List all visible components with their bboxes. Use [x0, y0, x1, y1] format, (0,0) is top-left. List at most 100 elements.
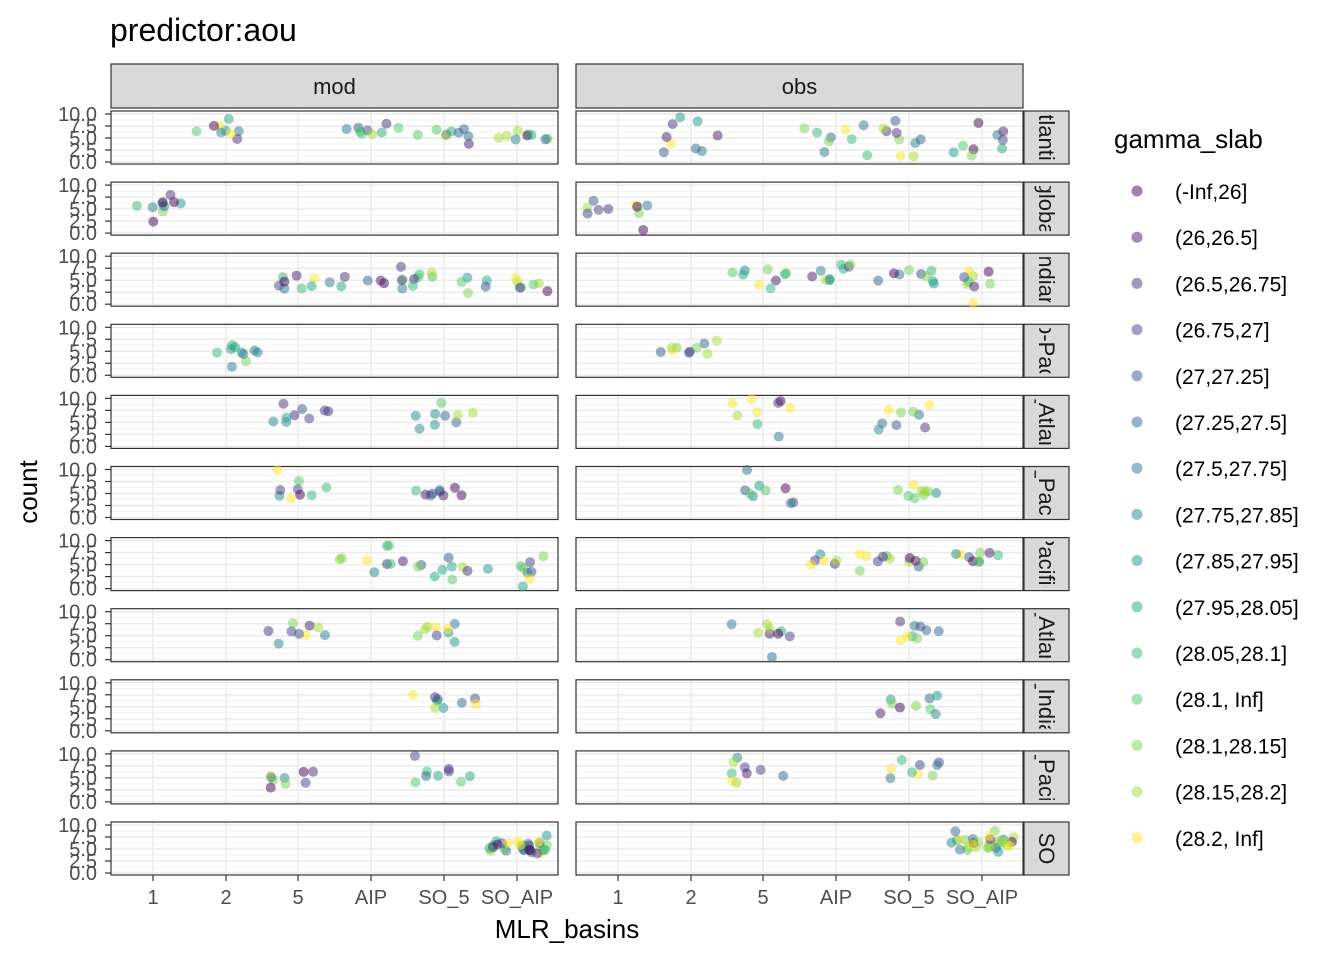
- data-point: [510, 134, 521, 145]
- data-point: [728, 757, 739, 768]
- data-point: [894, 702, 905, 713]
- x-axis: 1 2 5 AIP SO_5 SO_AIP 1 2 5 AIP SO_5 SO_AIP: [147, 875, 1018, 909]
- data-point: [895, 616, 906, 627]
- data-point: [437, 564, 448, 575]
- x-tick-label: SO_AIP: [481, 887, 553, 909]
- data-point: [727, 398, 738, 409]
- data-point: [304, 620, 315, 631]
- data-point: [147, 202, 158, 213]
- y-tick-label: 10.0: [58, 531, 97, 553]
- x-axis-label: MLR_basins: [495, 914, 640, 944]
- panel-border: [575, 110, 1024, 165]
- y-tick-label: 10.0: [58, 460, 97, 482]
- data-point: [438, 490, 449, 501]
- data-point: [482, 563, 493, 574]
- data-point: [515, 839, 526, 850]
- data-point: [212, 347, 223, 358]
- data-point: [286, 626, 297, 637]
- data-point: [655, 346, 666, 357]
- data-point: [766, 651, 777, 662]
- data-point: [493, 132, 504, 143]
- data-point: [974, 556, 985, 567]
- data-point: [449, 482, 460, 493]
- data-point: [902, 631, 913, 642]
- data-point: [503, 837, 514, 848]
- data-point: [959, 272, 970, 283]
- y-tick-label: 7.5: [69, 329, 97, 351]
- data-point: [993, 846, 1004, 857]
- column-strip-label: obs: [782, 74, 817, 99]
- data-point: [770, 275, 781, 286]
- data-point: [666, 342, 677, 353]
- data-point: [306, 490, 317, 501]
- data-point: [873, 424, 884, 435]
- y-tick-label: 0.0: [69, 152, 97, 174]
- data-point: [711, 335, 722, 346]
- data-point: [410, 777, 421, 788]
- legend-label: (28.1,28.15]: [1175, 735, 1287, 758]
- row-strip: [1023, 110, 1070, 165]
- data-point: [369, 567, 380, 578]
- data-point: [780, 483, 791, 494]
- data-point: [742, 464, 753, 475]
- data-point: [225, 128, 236, 139]
- data-point: [297, 404, 308, 415]
- data-point: [295, 489, 306, 500]
- row-strip: [1023, 323, 1070, 378]
- column-strip-label: mod: [313, 74, 356, 99]
- data-point: [440, 410, 451, 421]
- data-point: [542, 286, 553, 297]
- data-point: [528, 279, 539, 290]
- data-point: [263, 626, 274, 637]
- y-tick-label: 2.5: [69, 638, 97, 660]
- y-tick-label: 0.0: [69, 508, 97, 530]
- data-point: [969, 281, 980, 292]
- data-point: [773, 431, 784, 442]
- legend-key: [1131, 647, 1143, 659]
- y-tick-label: 2.5: [69, 424, 97, 446]
- legend-label: (-Inf,26]: [1175, 181, 1247, 204]
- data-point: [456, 490, 467, 501]
- legend-key: [1131, 832, 1143, 844]
- data-point: [298, 766, 309, 777]
- data-point: [846, 134, 857, 145]
- data-point: [778, 770, 789, 781]
- data-point: [712, 130, 723, 141]
- data-point: [216, 127, 227, 138]
- legend-key: [1131, 555, 1143, 567]
- data-point: [265, 782, 276, 793]
- data-point: [968, 297, 979, 308]
- data-point: [408, 689, 419, 700]
- data-point: [984, 547, 995, 558]
- column-strip: [110, 63, 559, 109]
- y-tick-label: 2.5: [69, 567, 97, 589]
- row-strip-label: Pacific: [1034, 532, 1059, 597]
- y-tick-label: 10.0: [58, 175, 97, 197]
- legend-key: [1131, 508, 1143, 520]
- data-point: [287, 618, 298, 629]
- data-point: [484, 843, 495, 854]
- data-point: [524, 844, 535, 855]
- chart-title: predictor:aou: [110, 12, 297, 48]
- data-point: [896, 407, 907, 418]
- data-point: [413, 561, 424, 572]
- data-point: [470, 698, 481, 709]
- legend-label: (27,27.25]: [1175, 366, 1270, 389]
- data-point: [753, 279, 764, 290]
- data-point: [928, 278, 939, 289]
- data-point: [752, 407, 763, 418]
- legend-key: [1131, 739, 1143, 751]
- data-point: [824, 274, 835, 285]
- data-point: [492, 839, 503, 850]
- data-point: [638, 224, 649, 235]
- y-tick-label: 7.5: [69, 827, 97, 849]
- data-point: [421, 771, 432, 782]
- data-point: [667, 119, 678, 130]
- data-point: [908, 151, 919, 162]
- data-point: [540, 844, 551, 855]
- data-point: [319, 630, 330, 641]
- y-tick-label: 0.0: [69, 436, 97, 458]
- x-tick-label: SO_AIP: [946, 887, 1018, 909]
- data-point: [785, 402, 796, 413]
- data-point: [919, 486, 930, 497]
